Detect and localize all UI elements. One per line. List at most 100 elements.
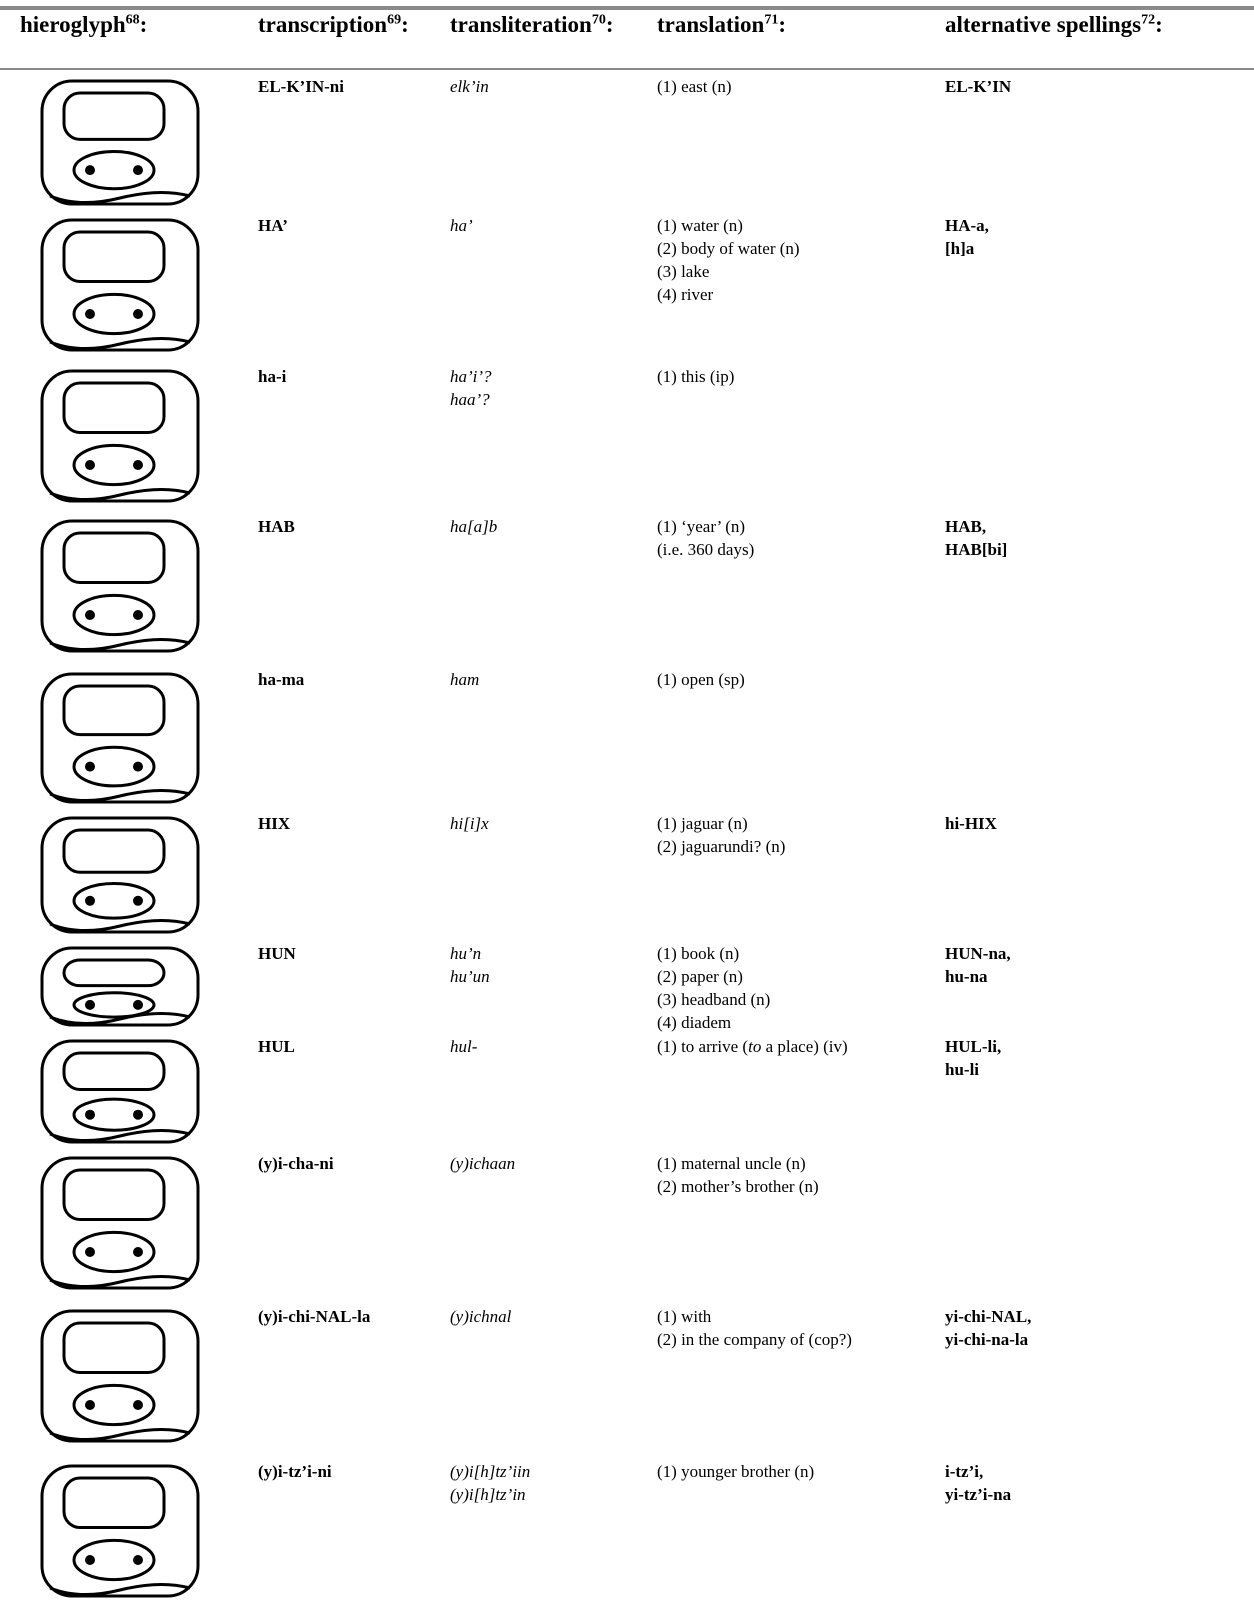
glyph-stroke [49,788,191,803]
hieroglyph [40,519,200,653]
text-run: a place) (iv) [761,1037,848,1056]
hieroglyph [40,946,200,1027]
translation-line: (1) open (sp) [657,670,745,689]
glyph-stroke [72,1538,156,1582]
glyph-stroke [85,309,95,319]
glyph-stroke [72,745,156,788]
alternative-spelling-line: hi-HIX [945,814,997,833]
transliteration-line: hi[i]x [450,814,489,833]
translation-line: (i.e. 360 days) [657,540,755,559]
translation: (1) book (n) (2) paper (n) (3) headband (n… [657,942,770,1034]
hieroglyph [40,816,200,934]
glyph-stroke [133,165,143,176]
translation-line: (1) jaguar (n) [657,814,748,833]
alternative-spelling: HAB, HAB[bi] [945,515,1007,561]
glyph-stroke [49,1427,191,1442]
column-header: alternative spellings72: [945,12,1163,38]
hieroglyph [40,1156,200,1290]
glyph-stroke [40,1464,200,1598]
hieroglyph [40,1309,200,1443]
translation: (1) jaguar (n) (2) jaguarundi? (n) [657,812,785,858]
header-label: translation [657,12,765,37]
glyph-stroke [72,443,156,487]
transcription: (y)i-tz’i-ni [258,1462,332,1481]
alternative-spelling-line: HAB[bi] [945,540,1008,559]
glyph-stroke [62,684,166,737]
header-suffix: : [1155,12,1163,37]
transcription: HA’ [258,216,288,235]
alternative-spelling: yi-chi-NAL, yi-chi-na-la [945,1305,1031,1351]
header-label: transliteration [450,12,592,37]
footnote-ref: 72 [1141,12,1156,28]
glyph-stroke [72,1383,156,1427]
transliteration-line: ham [450,670,480,689]
glyph-stroke [49,487,191,502]
hieroglyph [40,79,200,206]
alternative-spelling: EL-K’IN [945,75,1011,98]
glyph-stroke [40,1309,200,1443]
alternative-spelling-line: i-tz’i, [945,1462,984,1481]
alternative-spelling: HUN-na, hu-na [945,942,1011,988]
translation: (1) maternal uncle (n) (2) mother’s broth… [657,1152,819,1198]
transliteration-line: ha’ [450,216,473,235]
glyph-stroke [49,918,191,933]
transliteration: ham [450,668,479,691]
hieroglyph [40,1039,200,1144]
alternative-spelling-line: HUN-na, [945,944,1011,963]
glyph-stroke [40,79,200,206]
header-rule [0,68,1254,70]
translation-line: (2) mother’s brother (n) [657,1177,819,1196]
transliteration-line: (y)i[h]tz’in [450,1485,526,1504]
glyph-stroke [49,1011,191,1026]
header-suffix: : [778,12,787,37]
transliteration-line: elk’in [450,77,489,96]
glyph-stroke [40,946,200,1027]
translation: (1) water (n) (2) body of water (n) (3) la… [657,214,800,306]
transliteration: hu’n hu’un [450,942,490,988]
text-run: to [748,1037,762,1056]
glyph-stroke [72,881,156,920]
translation-line: (1) water (n) [657,216,743,235]
transcription: ha-ma [258,670,305,689]
translation: (1) younger brother (n) [657,1460,814,1483]
glyph-stroke [40,816,200,934]
glyph-stroke [40,369,200,503]
alternative-spelling-line: yi-chi-NAL, [945,1307,1032,1326]
glyph-stroke [62,1168,166,1221]
glyph-stroke [72,292,156,336]
alternative-spelling: HA-a, [h]a [945,214,989,260]
glyph-stroke [62,381,166,434]
translation: (1) to arrive (to a place) (iv) [657,1035,848,1058]
translation-line: (1) east (n) [657,77,732,96]
transliteration: (y)ichnal [450,1305,511,1328]
glyph-stroke [85,165,95,176]
translation-line: (3) lake [657,262,710,281]
glyph-stroke [49,1128,191,1143]
header-label: hieroglyph [20,12,126,37]
glyph-stroke [72,593,156,637]
transliteration: ha’ [450,214,473,237]
transliteration-line: ha[a]b [450,517,498,536]
glyph-stroke [62,1321,166,1374]
glyph-stroke [133,1247,143,1257]
column-header: hieroglyph68: [20,12,147,38]
column-header: translation71: [657,12,786,38]
translation-line: (1) with [657,1307,712,1326]
transliteration: ha’i’? haa’? [450,365,492,411]
translation-line: (4) diadem [657,1013,732,1032]
transcription: ha-i [258,367,287,386]
transliteration: hi[i]x [450,812,489,835]
transliteration: ha[a]b [450,515,497,538]
footnote-ref: 71 [764,12,779,28]
header-label: alternative spellings [945,12,1142,37]
transcription: HIX [258,814,291,833]
glyph-stroke [62,230,166,283]
transliteration-line: ha’i’? [450,367,492,386]
transliteration-line: hu’un [450,967,490,986]
alternative-spelling-line: hu-na [945,967,988,986]
glyph-stroke [40,672,200,804]
glyph-stroke [133,610,143,620]
header-suffix: : [139,12,148,37]
glyph-stroke [72,149,156,191]
